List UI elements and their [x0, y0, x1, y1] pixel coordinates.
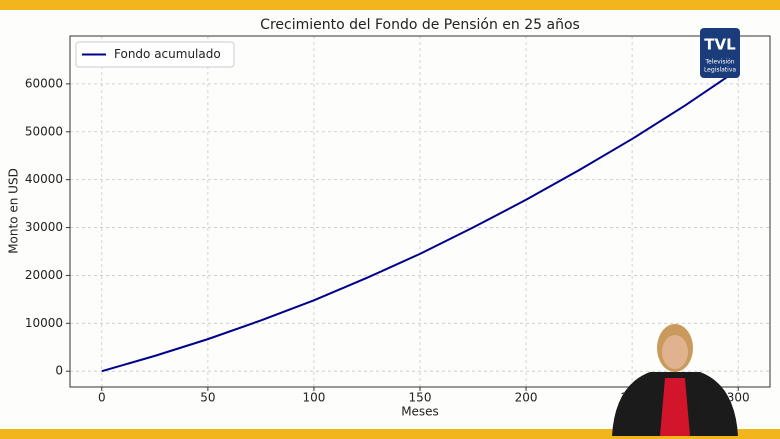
logo-text: TVL	[704, 36, 736, 54]
plot-area: 0 10000 20000 30000 40000 50000 60000 0 50 100 150…	[25, 35, 771, 405]
x-axis-label: Meses	[401, 405, 439, 419]
y-tick-label: 50000	[25, 124, 63, 138]
chart-title: Crecimiento del Fondo de Pensión en 25 a…	[260, 17, 580, 33]
y-tick-label: 60000	[25, 76, 63, 90]
legend-box	[75, 41, 235, 68]
interpreter-shirt	[660, 378, 690, 436]
x-tick-label: 50	[200, 391, 215, 405]
legend-label: Fondo acumulado	[114, 47, 221, 61]
interpreter-face	[662, 335, 688, 369]
y-tick-label: 10000	[25, 316, 63, 330]
x-tick-label: 0	[98, 391, 106, 405]
y-tick-label: 20000	[25, 268, 63, 282]
y-axis-label: Monto en USD	[7, 168, 21, 254]
logo-box	[700, 28, 740, 78]
logo: TVL Televisión Legislativa	[700, 28, 740, 78]
top-border	[0, 0, 780, 10]
bottom-border	[0, 429, 780, 439]
x-tick-label: 150	[409, 391, 432, 405]
y-tick-label: 0	[55, 364, 63, 378]
y-tick-label: 30000	[25, 220, 63, 234]
x-tick-label: 100	[302, 391, 325, 405]
data-line	[101, 68, 739, 373]
x-tick-label: 200	[515, 391, 538, 405]
x-tick-label: 300	[727, 391, 750, 405]
interpreter	[612, 324, 738, 436]
axes-frame	[69, 35, 771, 388]
logo-line: Legislativa	[704, 67, 736, 74]
y-tick-label: 40000	[25, 172, 63, 186]
logo-line: Televisión	[704, 59, 734, 66]
